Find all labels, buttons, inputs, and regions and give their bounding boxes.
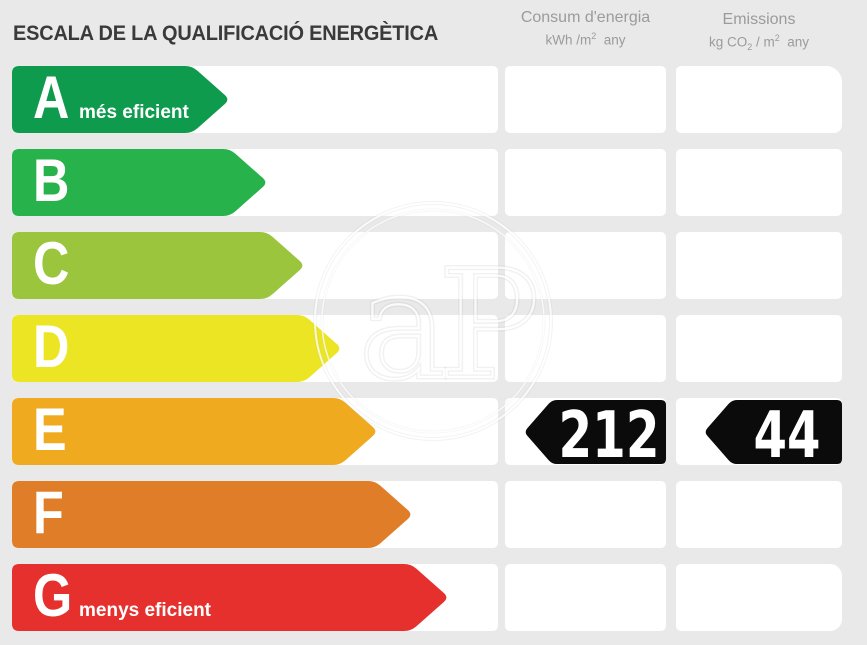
energy-cell-a [505,66,666,133]
emissions-cell-d [676,315,842,382]
grade-letter-g: G [33,561,73,629]
emissions-column-unit: kg CO2 / m2 any [708,33,810,53]
rating-bar-d: D [12,315,342,382]
energy-cell-b [505,149,666,216]
energy-cell-f [505,481,666,548]
energy-column-unit: kWh /m2 any [545,31,626,48]
emissions-cell-b [676,149,842,216]
bar-arrow-shape-f [12,481,411,548]
grade-letter-d: D [33,312,70,380]
grade-letter-f: F [33,478,64,546]
energy-cell-d [505,315,666,382]
emissions-column-label: Emissions [722,11,796,28]
badge-arrow-icon [525,399,666,464]
bar-arrow-shape-b [12,149,266,216]
bar-arrow-shape-g [12,564,447,631]
energy-value-badge: 212 [524,399,666,473]
column-header-energy: Consum d'energia kWh /m2 any [505,9,666,48]
efficiency-note-g: menys eficient [79,600,211,621]
rating-bar-e: E [12,398,378,465]
grade-letter-c: C [33,229,70,297]
bar-arrow-shape-e [12,398,376,465]
bar-arrow-shape-a [12,66,228,133]
rating-bar-b: B [12,149,268,216]
column-header-emissions: Emissions kg CO2 / m2 any [676,11,842,52]
emissions-value-badge: 44 [704,399,842,473]
energy-value: 212 [559,399,660,473]
bar-arrow-shape-d [12,315,340,382]
page-title: ESCALA DE LA QUALIFICACIÓ ENERGÈTICA [13,22,439,45]
rating-bar-c: C [12,232,305,299]
energy-cell-c [505,232,666,299]
emissions-cell-a [676,66,842,133]
grade-letter-a: A [33,63,70,131]
emissions-cell-c [676,232,842,299]
emissions-cell-g [676,564,842,631]
badge-arrow-icon [705,399,842,464]
energy-cell-g [505,564,666,631]
efficiency-note-a: més eficient [79,102,189,123]
rating-bar-f: F [12,481,413,548]
emissions-cell-f [676,481,842,548]
emissions-value: 44 [754,399,821,473]
grade-letter-e: E [33,395,67,463]
energy-column-label: Consum d'energia [520,9,651,26]
grade-letter-b: B [33,146,70,214]
bar-arrow-shape-c [12,232,303,299]
